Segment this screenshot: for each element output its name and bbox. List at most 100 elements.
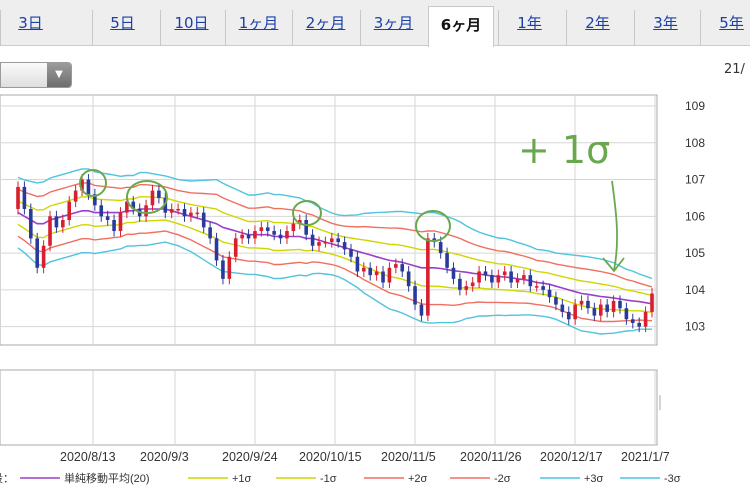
candle-body: [195, 212, 200, 215]
candle-body: [73, 190, 78, 202]
legend-label: +3σ: [584, 473, 604, 485]
tab-3年[interactable]: 3年: [634, 10, 696, 46]
candle-body: [41, 245, 46, 268]
candle-body: [541, 286, 545, 290]
tab-1ヶ月[interactable]: 1ヶ月: [225, 10, 291, 46]
candle-body: [189, 212, 193, 217]
candle-body: [534, 286, 539, 288]
x-tick-label: 2020/9/24: [222, 450, 278, 464]
x-tick-label: 2020/10/15: [299, 450, 362, 464]
candle-body: [496, 275, 501, 283]
candle-body: [310, 234, 315, 246]
band-minus3-sigma: [17, 241, 652, 335]
candle-body: [502, 271, 507, 276]
candle-body: [573, 304, 577, 320]
x-tick-label: 2020/11/26: [460, 450, 522, 464]
candle-body: [201, 212, 206, 228]
tab-3日[interactable]: 3日: [0, 10, 60, 46]
candle-body: [464, 286, 469, 290]
tab-2ヶ月[interactable]: 2ヶ月: [292, 10, 358, 46]
lower-panel-frame: [0, 369, 658, 446]
candle-body: [54, 216, 59, 228]
candle-body: [458, 278, 462, 290]
candle-body: [579, 300, 584, 305]
candle-body: [419, 304, 424, 316]
candle-body: [355, 256, 360, 272]
candle-body: [105, 216, 110, 220]
candle-body: [470, 282, 475, 287]
y-tick-label: 107: [685, 173, 705, 187]
tab-3ヶ月[interactable]: 3ヶ月: [360, 10, 426, 46]
y-tick-label: 106: [685, 209, 705, 223]
band-plus3-sigma: [17, 168, 653, 280]
candle-body: [342, 242, 347, 250]
tab-6ヶ月[interactable]: 6ヶ月: [428, 6, 494, 47]
candle-body: [233, 238, 238, 257]
candle-body: [528, 275, 533, 287]
tab-2年[interactable]: 2年: [566, 10, 628, 46]
candle-body: [630, 319, 635, 323]
candle-body: [214, 238, 219, 261]
candle-body: [509, 271, 513, 283]
candle-body: [285, 231, 289, 239]
price-chart: 103 104 105 106 107 108 109 2020/8/13 2020/9/3 20…: [0, 94, 705, 485]
candle-body: [208, 227, 212, 239]
candle-body: [291, 223, 296, 232]
legend-label: 単純移動平均(20): [64, 471, 150, 485]
candle-body: [227, 256, 232, 279]
candle-body: [35, 238, 40, 268]
candle-body: [515, 278, 520, 283]
tab-10日[interactable]: 10日: [160, 10, 222, 46]
candle-body: [125, 201, 129, 213]
candle-body: [566, 311, 571, 320]
band-plus2-sigma: [17, 182, 653, 288]
tab-5日[interactable]: 5日: [92, 10, 152, 46]
legend-label: -3σ: [664, 473, 681, 485]
candle-body: [445, 253, 449, 268]
candle-body: [176, 208, 180, 211]
x-tick-label: 2020/9/3: [140, 450, 189, 464]
candle-body: [259, 227, 264, 232]
candle-body: [426, 238, 430, 316]
candle-body: [522, 275, 526, 279]
candle-body: [387, 267, 392, 283]
annotation-circle: [79, 169, 107, 197]
candle-body: [643, 311, 648, 327]
candle-body: [112, 220, 116, 232]
candle-body: [272, 231, 276, 235]
candle-body: [240, 234, 244, 239]
candle-body: [362, 267, 366, 272]
candle-body: [438, 242, 443, 254]
candle-body: [490, 275, 494, 283]
tab-1年[interactable]: 1年: [498, 10, 560, 46]
date-range-label: 21/: [724, 62, 745, 77]
candle-body: [483, 271, 488, 276]
candle-body: [157, 190, 161, 198]
annotation-circle: [415, 210, 451, 242]
candle-body: [374, 271, 379, 276]
y-tick-label: 103: [685, 320, 705, 334]
candle-body: [29, 208, 33, 239]
candle-body: [547, 289, 552, 298]
candle-body: [554, 297, 558, 305]
candle-body: [169, 208, 174, 213]
candle-body: [304, 220, 308, 235]
candle-body: [406, 271, 411, 287]
candle-body: [253, 231, 257, 239]
annotation-label: + 1σ: [518, 128, 610, 172]
tab-5年[interactable]: 5年: [700, 10, 750, 46]
candle-body: [650, 293, 654, 312]
candle-body: [265, 227, 270, 232]
candle-body: [61, 220, 65, 228]
candle-body: [400, 264, 405, 272]
indicator-dropdown[interactable]: ▼: [0, 62, 72, 88]
candle-body: [48, 216, 52, 246]
candle-body: [349, 249, 353, 257]
candle-body: [67, 201, 72, 220]
candle-body: [182, 208, 187, 217]
band-minus1-sigma: [17, 219, 653, 313]
chevron-down-icon[interactable]: ▼: [47, 63, 71, 87]
candle-body: [560, 304, 565, 312]
annotation-arrow: [611, 180, 618, 271]
x-tick-label: 2020/11/5: [381, 450, 436, 464]
